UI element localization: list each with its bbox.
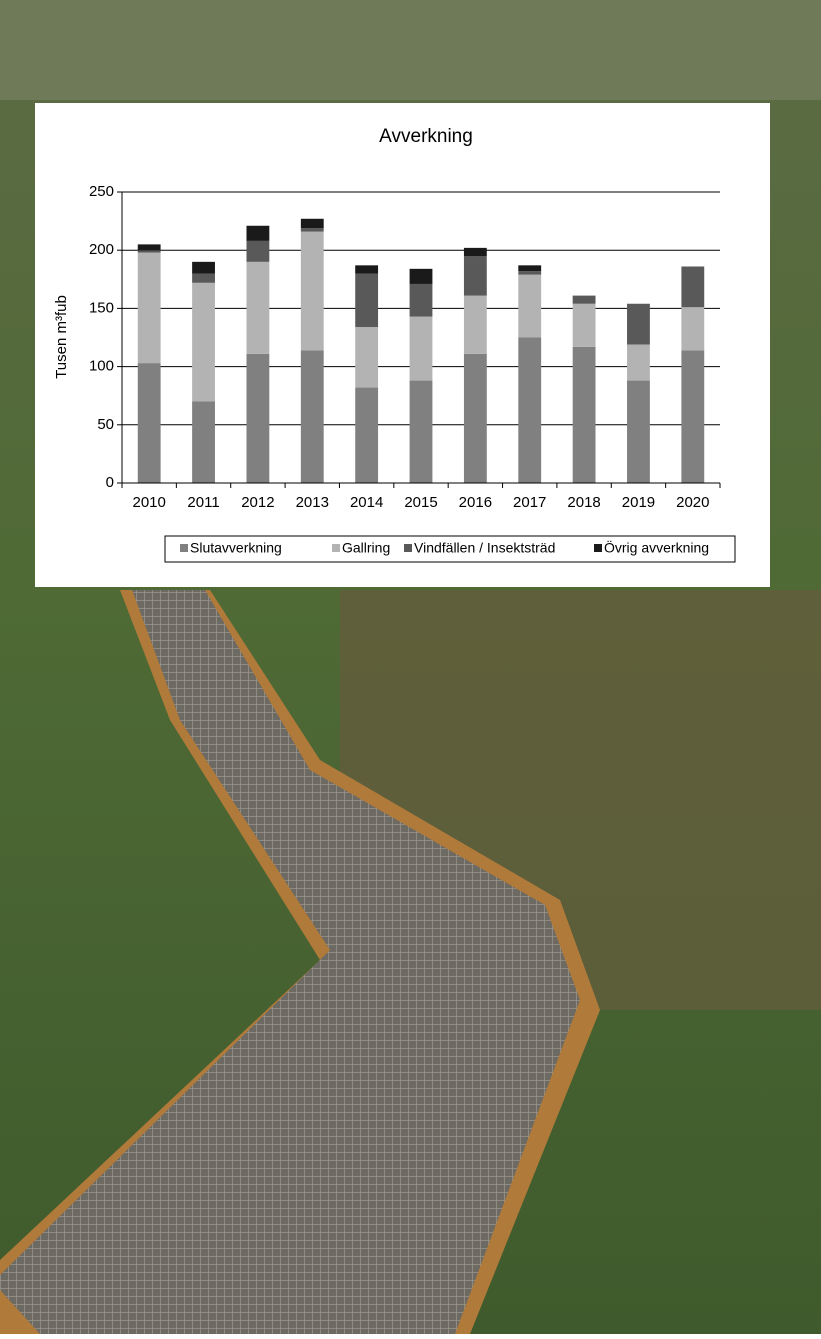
legend-swatch	[180, 544, 188, 552]
bar-segment	[463, 295, 487, 354]
x-tick-label: 2019	[622, 494, 655, 511]
x-tick-label: 2017	[513, 494, 546, 511]
legend-label: Gallring	[342, 540, 390, 556]
bar-segment	[192, 282, 215, 402]
legend-box	[164, 535, 736, 563]
bar-segment	[300, 350, 324, 483]
bar-segment	[572, 303, 596, 347]
legend-label: Övrig avverkning	[604, 539, 709, 556]
x-tick-label: 2012	[241, 494, 274, 511]
x-tick-label: 2018	[567, 494, 600, 511]
bar-segment	[300, 228, 324, 232]
y-tick-label: 150	[89, 299, 114, 316]
bar-segment	[246, 353, 270, 483]
bar-segment	[681, 266, 705, 308]
bar-segment	[409, 380, 433, 483]
bar-segment	[463, 353, 487, 483]
bar-segment	[518, 271, 542, 275]
bar-segment	[192, 273, 215, 283]
x-tick-label: 2010	[132, 494, 165, 511]
bar-segment	[246, 225, 270, 241]
bar-segment	[572, 346, 596, 483]
x-tick-label: 2014	[350, 494, 383, 511]
y-tick-label: 250	[89, 183, 114, 200]
x-tick-label: 2020	[676, 494, 709, 511]
legend-label: Slutavverkning	[190, 540, 282, 556]
bar-segment	[355, 327, 379, 388]
y-tick-label: 200	[89, 241, 114, 258]
legend-swatch	[332, 544, 340, 552]
x-tick-label: 2016	[459, 494, 492, 511]
bar-segment	[681, 307, 705, 351]
bar-segment	[300, 218, 324, 229]
x-tick-label: 2013	[296, 494, 329, 511]
bar-segment	[137, 250, 161, 253]
bar-segment	[518, 337, 542, 483]
bar-segment	[300, 231, 324, 351]
bar-segment	[137, 244, 161, 251]
bar-segment	[192, 261, 215, 274]
bar-segment	[355, 387, 379, 483]
bar-segment	[627, 380, 650, 483]
bar-segment	[355, 265, 379, 274]
bar-segment	[355, 273, 379, 328]
y-tick-label: 50	[97, 416, 114, 433]
y-tick-label: 0	[106, 474, 114, 491]
bar-segment	[409, 268, 433, 284]
bar-segment	[409, 283, 433, 317]
legend-label: Vindfällen / Insektsträd	[414, 540, 555, 556]
x-tick-label: 2011	[187, 494, 219, 511]
bar-segment	[627, 303, 650, 345]
bar-segment	[192, 401, 215, 483]
bar-segment	[463, 256, 487, 296]
bar-segment	[681, 350, 705, 483]
bar-segment	[409, 316, 433, 381]
y-axis-label: Tusen m³fub	[53, 295, 70, 379]
bar-segment	[572, 295, 596, 304]
bar-segment	[137, 363, 161, 483]
y-tick-label: 100	[89, 358, 114, 375]
legend-swatch	[594, 544, 602, 552]
bar-segment	[137, 252, 161, 364]
legend-swatch	[404, 544, 412, 552]
bar-segment	[627, 344, 650, 381]
bar-segment	[518, 274, 542, 338]
x-tick-label: 2015	[404, 494, 437, 511]
bar-segment	[518, 265, 542, 272]
bar-segment	[463, 247, 487, 257]
bar-segment	[246, 240, 270, 262]
chart-title: Avverkning	[379, 126, 473, 147]
bar-segment	[246, 261, 270, 354]
